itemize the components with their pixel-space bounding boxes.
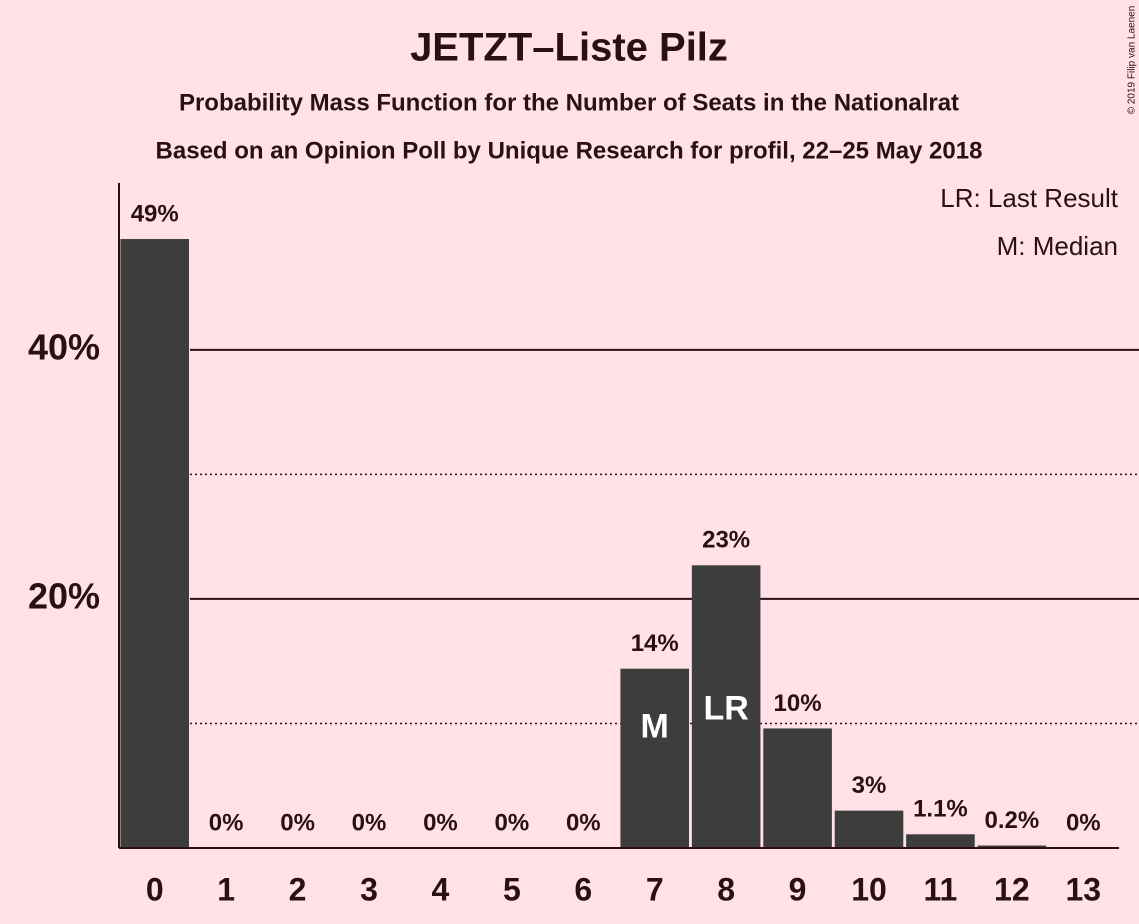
x-tick-label: 13: [1065, 871, 1101, 907]
chart-subtitle: Probability Mass Function for the Number…: [179, 89, 959, 116]
x-tick-label: 4: [432, 871, 450, 907]
value-label: 14%: [631, 630, 679, 657]
x-tick-label: 6: [574, 871, 592, 907]
value-label: 49%: [131, 200, 179, 227]
x-tick-label: 5: [503, 871, 521, 907]
bar: [906, 834, 975, 848]
value-label: 0%: [352, 809, 387, 836]
value-label: 0%: [495, 809, 530, 836]
x-tick-label: 9: [789, 871, 807, 907]
chart-subtitle: Based on an Opinion Poll by Unique Resea…: [156, 137, 983, 164]
bar: [977, 845, 1047, 848]
bar: [620, 668, 689, 848]
bar: [120, 239, 189, 849]
x-tick-label: 3: [360, 871, 378, 907]
value-label: 3%: [852, 772, 887, 799]
bar: [834, 810, 904, 848]
legend-entry: M: Median: [997, 231, 1118, 261]
x-tick-label: 7: [646, 871, 664, 907]
chart-title: JETZT–Liste Pilz: [410, 26, 728, 70]
value-label: 10%: [774, 690, 822, 717]
x-tick-label: 11: [924, 871, 958, 907]
bar: [691, 565, 761, 848]
value-label: 1.1%: [913, 796, 968, 823]
legend-entry: LR: Last Result: [940, 183, 1119, 213]
value-label: 0%: [566, 809, 601, 836]
value-label: 0%: [423, 809, 458, 836]
value-label: 23%: [702, 527, 750, 554]
value-label: 0%: [1066, 809, 1101, 836]
value-label: 0.2%: [985, 807, 1040, 834]
x-tick-label: 8: [717, 871, 735, 907]
value-label: 0%: [209, 809, 244, 836]
bar-marker: LR: [703, 689, 748, 727]
bar: [763, 728, 832, 848]
bar-marker: M: [641, 707, 669, 745]
x-tick-label: 12: [994, 871, 1030, 907]
x-tick-label: 0: [146, 871, 164, 907]
x-tick-label: 1: [217, 871, 235, 907]
y-tick-label: 20%: [28, 575, 100, 616]
x-tick-label: 2: [289, 871, 307, 907]
x-tick-label: 10: [851, 871, 887, 907]
y-tick-label: 40%: [28, 326, 100, 367]
value-label: 0%: [280, 809, 315, 836]
credit: © 2019 Filip van Laenen: [1127, 6, 1138, 115]
